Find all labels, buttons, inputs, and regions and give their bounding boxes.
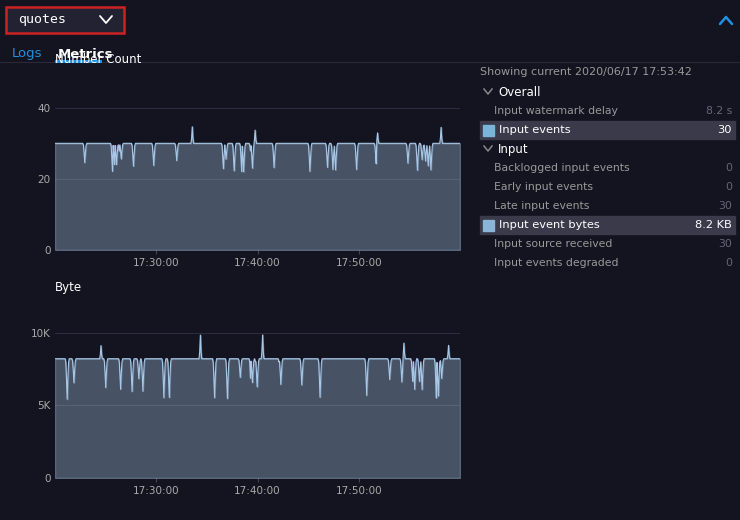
Text: 8.2 KB: 8.2 KB — [696, 220, 732, 230]
Text: Backlogged input events: Backlogged input events — [494, 163, 630, 173]
Bar — [483, 220, 494, 231]
Text: Showing current 2020/06/17 17:53:42: Showing current 2020/06/17 17:53:42 — [480, 67, 692, 77]
Text: Early input events: Early input events — [494, 182, 593, 192]
Text: Number Count: Number Count — [55, 53, 141, 66]
Text: 30: 30 — [718, 239, 732, 249]
Text: Input event bytes: Input event bytes — [499, 220, 599, 230]
Bar — [6, 7, 124, 33]
Text: Input: Input — [498, 142, 528, 155]
Text: Metrics: Metrics — [58, 47, 113, 60]
Bar — [480, 216, 735, 234]
Text: 30: 30 — [718, 125, 732, 135]
Bar — [483, 125, 494, 136]
Text: 30: 30 — [718, 201, 732, 211]
Text: Late input events: Late input events — [494, 201, 589, 211]
Text: 0: 0 — [725, 258, 732, 268]
Text: Overall: Overall — [498, 85, 540, 98]
Text: Input events: Input events — [499, 125, 571, 135]
Text: Input events degraded: Input events degraded — [494, 258, 619, 268]
Text: quotes: quotes — [18, 14, 66, 27]
Text: 0: 0 — [725, 163, 732, 173]
Bar — [480, 121, 735, 139]
Text: Input source received: Input source received — [494, 239, 613, 249]
Text: 0: 0 — [725, 182, 732, 192]
Text: Byte: Byte — [55, 281, 82, 294]
Text: Input watermark delay: Input watermark delay — [494, 106, 618, 116]
Text: Logs: Logs — [12, 47, 42, 60]
Text: 8.2 s: 8.2 s — [706, 106, 732, 116]
